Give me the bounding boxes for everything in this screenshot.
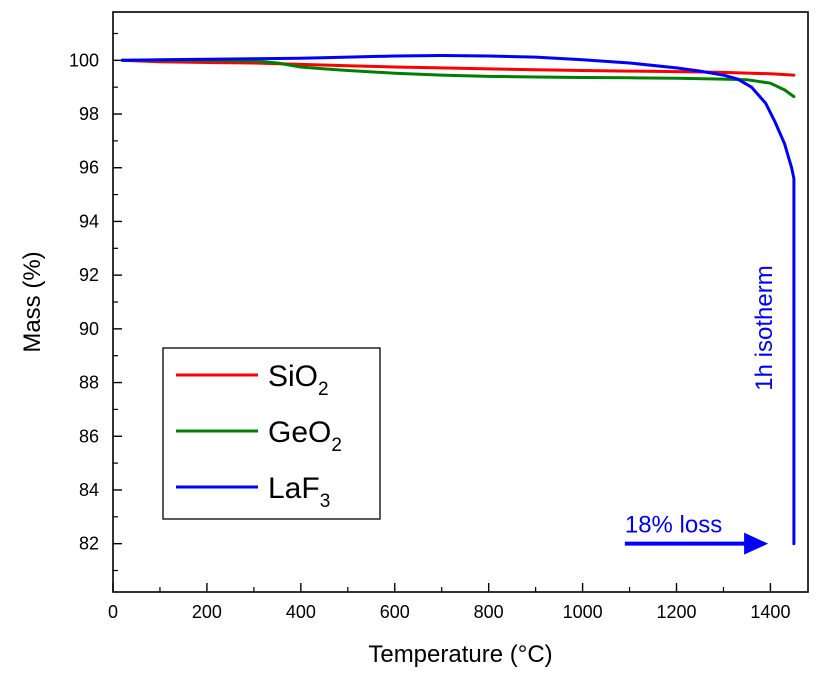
x-axis-title: Temperature (°C) [368,641,552,668]
x-tick-label: 1000 [563,602,603,622]
series-layer [120,54,796,546]
x-tick-label: 400 [286,602,316,622]
y-tick-label: 98 [79,104,99,124]
x-tick-label: 0 [108,602,118,622]
y-tick-label: 82 [79,534,99,554]
loss-arrow-head [744,532,769,555]
x-tick-label: 1400 [750,602,790,622]
y-tick-label: 92 [79,265,99,285]
series-line-laf3 [120,54,796,546]
loss-annotation: 18% loss [625,512,722,539]
y-tick-label: 94 [79,211,99,231]
y-axis-title: Mass (%) [19,251,46,352]
plot-frame [112,11,809,593]
x-tick-label: 600 [380,602,410,622]
x-tick-label: 800 [474,602,504,622]
series-line-geo2 [120,58,796,99]
isotherm-annotation: 1h isotherm [751,265,778,390]
annotation-layer: 1h isotherm 18% loss [624,265,778,555]
x-tick-label: 1200 [656,602,696,622]
y-tick-label: 100 [69,50,99,70]
ticks-layer: 0 200 400 600 800 1000 1200 1400 82 84 86 88 90 92 94 9… [69,32,790,622]
y-tick-label: 86 [79,426,99,446]
x-tick-label: 200 [192,602,222,622]
y-tick-label: 88 [79,373,99,393]
y-tick-label: 90 [79,319,99,339]
series-line-sio2 [120,58,796,77]
y-tick-label: 84 [79,480,99,500]
y-tick-label: 96 [79,158,99,178]
